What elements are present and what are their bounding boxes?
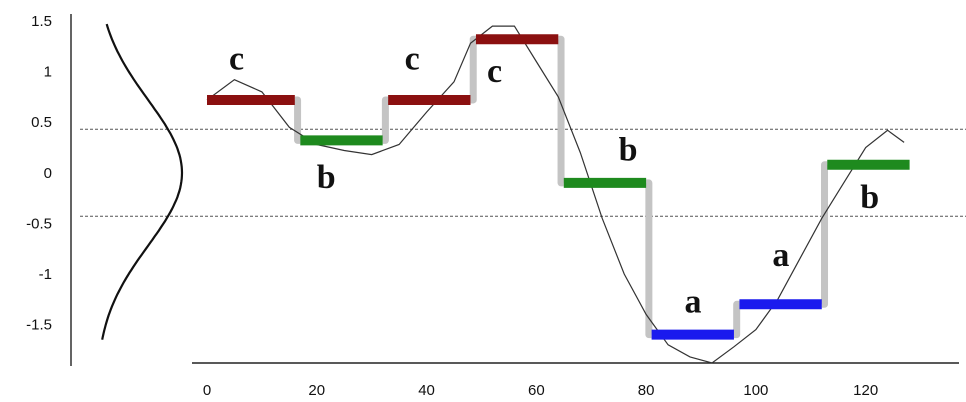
segment-label: c <box>405 41 420 78</box>
transition-connector <box>645 179 653 339</box>
gaussian-curve <box>101 23 184 340</box>
transition-connector <box>381 96 389 144</box>
x-tick-label: 0 <box>203 382 211 399</box>
transition-connector <box>557 35 565 187</box>
y-tick-label: 1.5 <box>31 13 52 30</box>
y-tick-label: 0 <box>44 165 52 182</box>
transition-connector <box>469 35 477 104</box>
transition-connector <box>821 161 829 308</box>
x-tick-label: 120 <box>853 382 878 399</box>
segment-label: a <box>772 237 789 274</box>
transition-connector <box>294 96 302 144</box>
x-tick-label: 100 <box>743 382 768 399</box>
series-line <box>206 25 905 364</box>
segment-label: a <box>685 283 702 320</box>
segment-label: c <box>487 53 502 90</box>
segment-label: b <box>317 159 336 196</box>
x-tick-label: 80 <box>638 382 655 399</box>
x-tick-label: 40 <box>418 382 435 399</box>
x-tick-label: 20 <box>308 382 325 399</box>
y-tick-label: 0.5 <box>31 114 52 131</box>
x-tick-label: 60 <box>528 382 545 399</box>
y-tick-label: -0.5 <box>26 215 52 232</box>
y-tick-label: -1.5 <box>26 317 52 334</box>
y-tick-label: 1 <box>44 64 52 81</box>
segment-label: c <box>229 41 244 78</box>
segment-label: b <box>619 132 638 169</box>
segment-label: b <box>860 179 879 216</box>
transition-connector <box>733 300 741 339</box>
y-tick-label: -1 <box>39 266 52 283</box>
